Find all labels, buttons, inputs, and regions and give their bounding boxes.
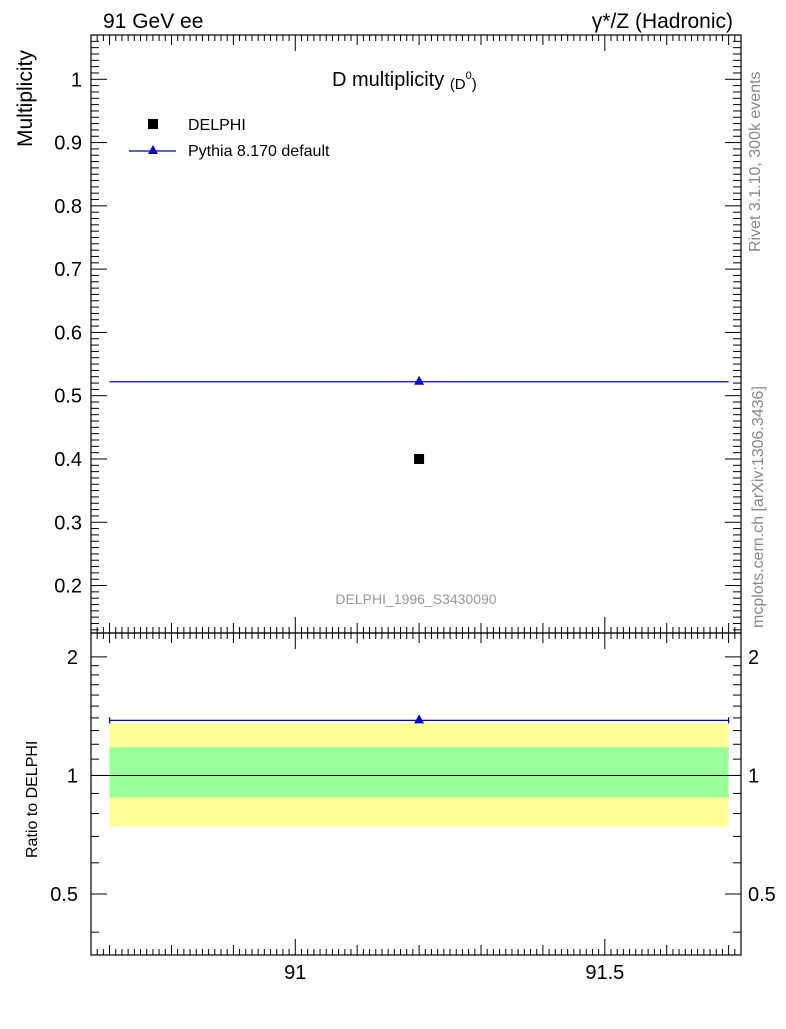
y-tick-label: 1 [71, 69, 82, 91]
delphi-point [414, 453, 425, 464]
header-right-label: γ*/Z (Hadronic) [592, 10, 733, 33]
main-marks [109, 375, 729, 464]
main-y-axis-label: Multiplicity [14, 50, 37, 147]
ratio-panel: 91 91.5 0.5 0.5 1 1 2 2 Ratio to DELPHI [24, 632, 776, 984]
y-tick-label: 0.8 [54, 196, 82, 218]
legend: DELPHI Pythia 8.170 default [129, 117, 330, 160]
main-title: D multiplicity (D0) [332, 69, 477, 93]
y-tick-label: 0.3 [54, 512, 82, 534]
y-tick-label: 0.4 [54, 449, 82, 471]
legend-pythia-label: Pythia 8.170 default [188, 143, 330, 160]
ratio-y-tick-label-right: 1 [748, 765, 759, 787]
header-left-label: 91 GeV ee [103, 10, 203, 33]
main-title-sup: 0 [466, 70, 472, 82]
ratio-panel-frame [90, 632, 742, 956]
x-tick-label: 91.5 [585, 962, 624, 984]
analysis-id-label: DELPHI_1996_S3430090 [335, 591, 496, 607]
y-tick-label: 0.5 [54, 386, 82, 408]
legend-pythia-marker [148, 145, 158, 154]
main-title-sub: (D [450, 76, 466, 93]
ratio-y-tick-label: 0.5 [50, 884, 78, 906]
main-title-close: ) [472, 76, 477, 93]
ratio-ticks: 91 91.5 0.5 0.5 1 1 2 2 [50, 633, 776, 984]
main-panel: 0.2 0.3 0.4 0.5 0.6 0.7 0.8 0.9 1 D multiplicity… [14, 34, 742, 634]
x-tick-label: 91 [284, 962, 306, 984]
ratio-y-tick-label-right: 0.5 [748, 884, 776, 906]
y-tick-label: 0.9 [54, 133, 82, 155]
main-title-text: D multiplicity [332, 69, 444, 91]
y-tick-label: 0.2 [54, 576, 82, 598]
y-tick-label: 0.6 [54, 322, 82, 344]
legend-delphi-marker [148, 119, 158, 129]
pythia-point [414, 375, 425, 385]
ratio-y-tick-label: 2 [67, 647, 78, 669]
main-ticks: 0.2 0.3 0.4 0.5 0.6 0.7 0.8 0.9 1 [54, 35, 742, 633]
ratio-pythia-point [414, 714, 425, 724]
legend-delphi-label: DELPHI [188, 117, 246, 134]
ratio-y-axis-label: Ratio to DELPHI [24, 741, 41, 858]
stat-uncertainty-band [109, 747, 729, 798]
ratio-marks [91, 714, 741, 827]
mcplots-reference-label: mcplots.cern.ch [arXiv:1306.3436] [750, 386, 767, 628]
y-tick-label: 0.7 [54, 259, 82, 281]
rivet-version-label: Rivet 3.1.10, 300k events [747, 71, 764, 252]
ratio-y-tick-label: 1 [67, 765, 78, 787]
ratio-y-tick-label-right: 2 [748, 647, 759, 669]
